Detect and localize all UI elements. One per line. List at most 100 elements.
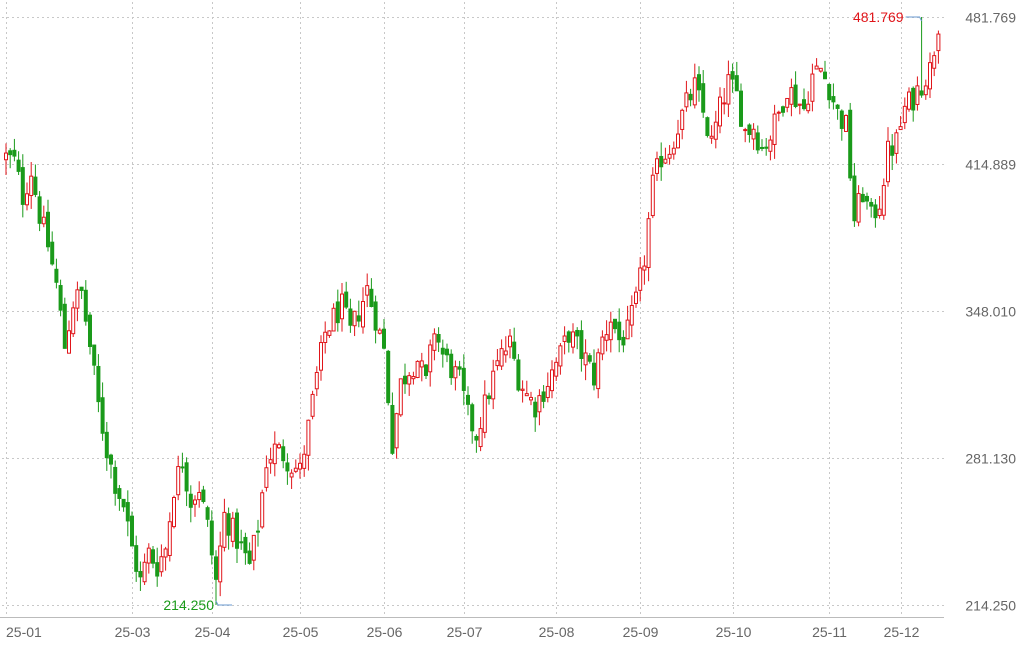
- candle: [20, 154, 25, 218]
- candle: [62, 297, 67, 349]
- candle: [747, 123, 752, 143]
- candle: [508, 329, 512, 359]
- candle: [134, 535, 139, 582]
- candle: [310, 390, 315, 420]
- candle: [222, 498, 227, 552]
- candle: [512, 327, 517, 361]
- candle: [302, 445, 307, 477]
- candle: [205, 505, 210, 527]
- y-tick-label: 481.769: [965, 10, 1016, 26]
- candle: [130, 511, 134, 547]
- candle: [314, 366, 319, 397]
- candle: [340, 282, 344, 332]
- candle: [16, 151, 21, 175]
- candle: [629, 295, 634, 338]
- candle: [545, 372, 550, 403]
- candle: [440, 339, 445, 368]
- candle: [529, 391, 533, 406]
- candle: [587, 353, 592, 364]
- candle: [356, 300, 361, 328]
- candle: [734, 61, 739, 92]
- candle: [83, 280, 88, 326]
- candle: [898, 116, 903, 131]
- candle: [533, 397, 538, 432]
- candle: [256, 519, 260, 547]
- candle: [335, 289, 340, 332]
- x-tick-label: 25-01: [6, 624, 42, 640]
- candle: [655, 151, 659, 182]
- x-tick-label: 25-10: [716, 624, 752, 640]
- low-pointer: [215, 600, 232, 606]
- candle: [71, 301, 76, 338]
- candle: [281, 439, 286, 469]
- candle: [331, 303, 336, 332]
- candle: [839, 109, 844, 141]
- candle: [260, 489, 265, 529]
- x-tick-label: 25-09: [623, 624, 659, 640]
- x-tick-label: 25-08: [539, 624, 575, 640]
- candle: [869, 197, 874, 218]
- candle: [247, 542, 252, 565]
- candle: [33, 164, 38, 198]
- candle: [713, 110, 718, 149]
- candle: [424, 364, 428, 379]
- candle: [814, 58, 819, 70]
- candle: [659, 142, 664, 181]
- candle: [172, 495, 176, 529]
- candle: [722, 87, 727, 115]
- x-tick-label: 25-03: [115, 624, 151, 640]
- candle: [197, 481, 202, 508]
- candle: [823, 60, 827, 80]
- candle: [100, 382, 105, 441]
- candle: [428, 339, 433, 387]
- candle: [218, 531, 223, 597]
- candle: [41, 205, 46, 228]
- candle: [306, 419, 311, 471]
- candle: [520, 380, 525, 403]
- candle: [121, 498, 126, 512]
- candle: [928, 52, 932, 98]
- candle: [663, 147, 668, 165]
- candle: [50, 231, 55, 266]
- candle: [554, 357, 559, 381]
- candle: [550, 360, 554, 399]
- candle: [537, 389, 542, 426]
- candle: [915, 76, 920, 111]
- x-tick-label: 25-11: [812, 624, 847, 640]
- candle: [201, 485, 206, 504]
- candle: [617, 308, 622, 353]
- candle: [806, 91, 811, 114]
- candle: [751, 123, 756, 150]
- candle: [524, 380, 529, 397]
- candle: [377, 327, 382, 335]
- candle: [453, 360, 458, 391]
- candle: [92, 344, 97, 375]
- candle: [457, 360, 462, 376]
- candle: [638, 257, 643, 302]
- x-tick-label: 25-12: [884, 624, 920, 640]
- candle: [466, 386, 470, 416]
- candle: [667, 145, 672, 165]
- candle: [352, 310, 357, 337]
- y-tick-label: 214.250: [965, 598, 1016, 614]
- candle: [58, 279, 63, 317]
- candle: [449, 349, 454, 385]
- candle: [104, 421, 109, 471]
- candle: [398, 378, 403, 417]
- candle: [768, 135, 773, 161]
- candle: [151, 545, 155, 569]
- candle: [117, 484, 122, 511]
- candle: [109, 453, 113, 479]
- candle: [348, 298, 353, 333]
- y-tick-label: 348.010: [965, 304, 1016, 320]
- gridlines: [2, 2, 944, 617]
- candle: [936, 30, 941, 64]
- candle: [491, 359, 496, 410]
- candle: [676, 119, 680, 149]
- candle: [382, 319, 386, 350]
- candle: [894, 129, 899, 164]
- candle: [4, 143, 8, 176]
- candle: [760, 139, 764, 152]
- candle: [575, 327, 580, 350]
